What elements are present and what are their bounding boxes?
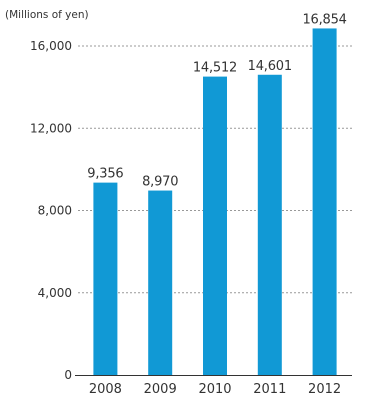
bars <box>93 28 336 375</box>
y-tick-label: 0 <box>64 368 72 382</box>
x-tick-label: 2009 <box>144 382 177 397</box>
bar-2008 <box>93 183 117 375</box>
unit-label: (Millions of yen) <box>5 9 89 21</box>
data-label-2012: 16,854 <box>302 12 346 27</box>
data-label-2010: 14,512 <box>193 61 237 76</box>
x-tick-label: 2011 <box>253 382 286 397</box>
y-tick-label: 4,000 <box>38 286 72 300</box>
y-tick-label: 16,000 <box>30 39 72 53</box>
y-tick-label: 8,000 <box>38 204 72 218</box>
x-tick-label: 2010 <box>198 382 231 397</box>
data-label-2011: 14,601 <box>248 59 292 74</box>
x-tick-label: 2008 <box>89 382 122 397</box>
axes: 0 4,000 8,000 12,000 16,000 2008 2009 2010 2011 2… <box>30 39 352 397</box>
bar-2011 <box>258 75 282 375</box>
bar-2012 <box>313 28 337 375</box>
bar-2010 <box>203 77 227 375</box>
data-label-2009: 8,970 <box>142 175 178 190</box>
y-tick-label: 12,000 <box>30 121 72 135</box>
bar-2009 <box>148 191 172 375</box>
x-tick-label: 2012 <box>308 382 341 397</box>
data-label-2008: 9,356 <box>87 167 123 182</box>
